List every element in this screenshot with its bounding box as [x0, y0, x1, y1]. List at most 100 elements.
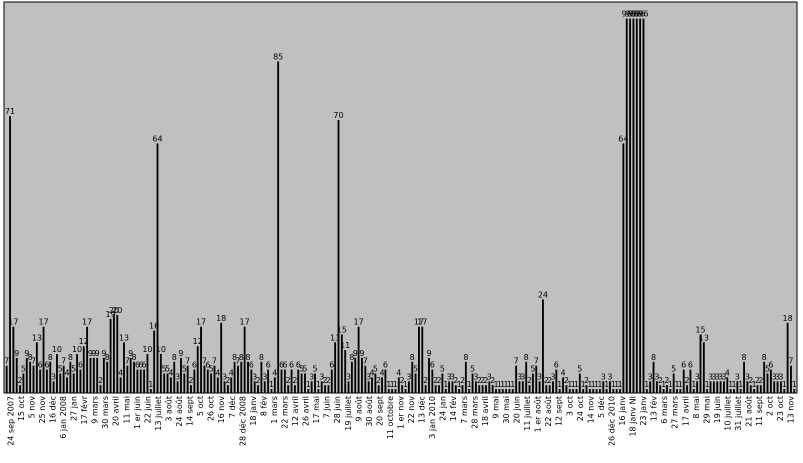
- bar: [156, 143, 159, 393]
- bar: [126, 365, 129, 393]
- bar-value-label: 10: [142, 345, 152, 354]
- x-tick-label: 24 oct: [576, 396, 585, 421]
- bar: [723, 381, 725, 393]
- bar-value-label: 2: [480, 376, 485, 385]
- bar-value-label: 17: [354, 318, 364, 327]
- bar-value-label: 6: [329, 361, 334, 370]
- bar-value-label: 5: [21, 365, 26, 374]
- bar-value-label: 6: [138, 361, 143, 370]
- bar-value-label: 3: [778, 372, 783, 381]
- bar: [565, 385, 568, 393]
- bar: [226, 385, 229, 393]
- bar-value-label: 11: [340, 341, 350, 350]
- bar: [485, 385, 487, 393]
- bar: [491, 385, 494, 393]
- bar-value-label: 9: [128, 349, 133, 358]
- bar-value-label: 17: [417, 318, 427, 327]
- bar: [113, 315, 115, 393]
- bar-value-label: 7: [202, 357, 207, 366]
- bar: [689, 369, 692, 393]
- x-tick-label: 13 nov: [787, 396, 796, 424]
- x-tick-label: 14 fév: [448, 396, 458, 421]
- x-tick-label: 26 oct: [207, 396, 216, 421]
- bar: [746, 381, 749, 393]
- bar-value-label: 2: [225, 376, 230, 385]
- bar: [394, 389, 397, 393]
- bar-value-label: 70: [333, 111, 343, 120]
- bar: [250, 369, 253, 393]
- bar: [240, 361, 243, 393]
- bar: [743, 361, 745, 393]
- bar: [736, 381, 739, 393]
- bar: [340, 334, 343, 393]
- bar-value-label: 3: [721, 372, 726, 381]
- bar-value-label: 1: [617, 380, 622, 389]
- bar-value-label: 2: [18, 376, 23, 385]
- bar-value-label: 8: [410, 353, 415, 362]
- bar-value-label: 96: [638, 10, 648, 19]
- bar: [347, 381, 350, 393]
- bar: [330, 369, 333, 393]
- x-tick-label: 12 avril: [291, 396, 300, 426]
- bar-value-label: 2: [188, 376, 193, 385]
- bar-value-label: 8: [762, 353, 767, 362]
- bar: [555, 369, 558, 393]
- bar-value-label: 1: [497, 380, 502, 389]
- bar-value-label: 5: [182, 365, 187, 374]
- bar-value-label: 2: [460, 376, 465, 385]
- bar: [780, 381, 782, 393]
- bar: [776, 381, 779, 393]
- bar-value-label: 1: [443, 380, 448, 389]
- bar: [444, 389, 447, 393]
- bar: [29, 361, 32, 393]
- bar-value-label: 3: [487, 372, 492, 381]
- bar: [123, 342, 125, 393]
- bar: [438, 385, 440, 393]
- bar-value-label: 18: [783, 314, 793, 323]
- bar: [739, 389, 742, 393]
- bar: [290, 369, 293, 393]
- x-tick-label: 5 nov: [27, 396, 36, 419]
- bar: [424, 385, 427, 393]
- bar: [702, 342, 705, 393]
- bar: [143, 369, 146, 393]
- bar: [649, 381, 652, 393]
- bar-value-label: 2: [423, 376, 428, 385]
- bar: [387, 389, 390, 393]
- bar: [237, 365, 239, 393]
- bar-value-label: 7: [363, 357, 368, 366]
- bar-value-label: 7: [4, 357, 9, 366]
- bar-value-label: 3: [718, 372, 723, 381]
- bar: [267, 369, 270, 393]
- x-tick-label: 13 déc: [417, 396, 427, 423]
- bar-value-label: 1: [306, 380, 311, 389]
- bar: [32, 365, 35, 393]
- bar-value-label: 3: [695, 372, 700, 381]
- bar: [9, 116, 11, 393]
- bar: [203, 365, 206, 393]
- bar-value-label: 1: [728, 380, 733, 389]
- bar: [662, 389, 665, 393]
- bar: [344, 350, 347, 393]
- x-tick-label: 18 janv: [249, 396, 258, 426]
- bar: [109, 318, 112, 393]
- bar: [411, 361, 414, 393]
- bar: [367, 381, 370, 393]
- bar-value-label: 1: [678, 380, 683, 389]
- bar: [793, 389, 796, 393]
- bar: [428, 357, 430, 393]
- bar-value-label: 1: [269, 380, 274, 389]
- bar-value-label: 8: [131, 353, 136, 362]
- bar-value-label: 10: [72, 345, 82, 354]
- bar-value-label: 1: [792, 380, 797, 389]
- bar: [401, 385, 404, 393]
- bar-value-label: 8: [651, 353, 656, 362]
- bar: [22, 373, 25, 393]
- bar-value-label: 7: [514, 357, 519, 366]
- bar: [766, 373, 769, 393]
- bar-value-label: 1: [691, 380, 696, 389]
- bar: [45, 369, 48, 393]
- bar: [538, 381, 541, 393]
- bar-value-label: 6: [383, 361, 388, 370]
- bar-value-label: 8: [28, 353, 33, 362]
